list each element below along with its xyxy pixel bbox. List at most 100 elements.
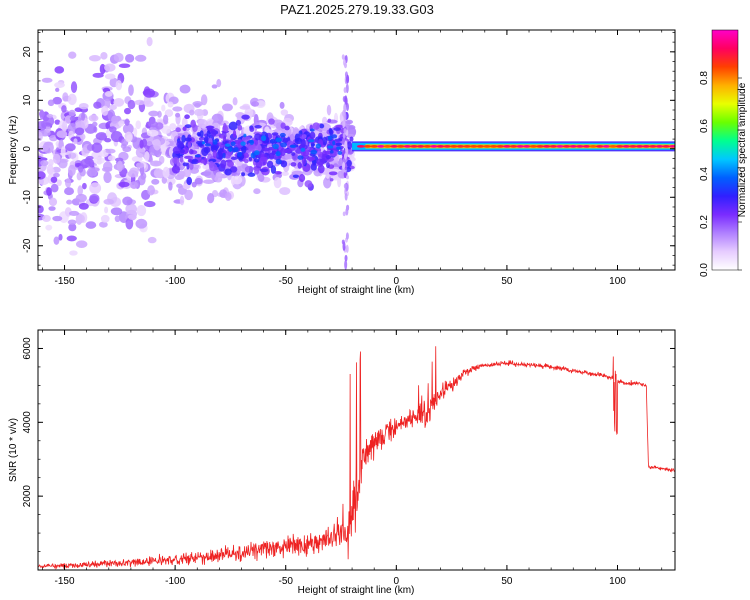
spectrogram-cell <box>99 221 108 228</box>
spectrogram-cell <box>75 193 87 203</box>
y-tick-label: 0 <box>22 146 33 152</box>
carrier-core <box>516 144 525 148</box>
spectrogram-cell <box>153 168 164 178</box>
spectrogram-cell <box>230 141 236 147</box>
spectrogram-cell <box>298 144 308 150</box>
spectrogram-cell <box>85 221 97 229</box>
spectrogram-cell <box>290 162 297 167</box>
carrier-core <box>496 144 505 148</box>
spectrogram-cell <box>259 156 268 162</box>
spectrogram-cell <box>210 141 220 150</box>
spectrogram-cell <box>344 259 348 270</box>
spectrogram-cell <box>346 74 350 84</box>
carrier-core <box>390 144 399 148</box>
carrier-core <box>403 144 412 148</box>
spectrogram-cell <box>294 137 303 145</box>
spectrogram-cell <box>89 182 102 194</box>
spectrogram-cell <box>78 102 89 110</box>
spectrogram-cell <box>212 139 218 145</box>
spectrogram-cell <box>345 232 349 240</box>
spectrogram-cell <box>250 152 256 159</box>
spectrogram-cell <box>147 236 157 244</box>
colorbar-tick-label: 0.4 <box>699 167 710 181</box>
y-tick-label: -10 <box>22 190 33 205</box>
spectrogram-cell <box>337 150 343 155</box>
carrier-core <box>582 144 591 148</box>
spectrogram-cell <box>309 131 316 140</box>
spectrogram-cell <box>93 101 102 109</box>
spectrogram-cell <box>310 143 316 147</box>
spectrogram-cell <box>169 123 177 131</box>
spectrogram-cell <box>67 93 77 106</box>
spectrogram-cell <box>341 54 345 60</box>
spectrogram-cell <box>172 157 180 164</box>
spectrogram-cell <box>342 137 346 144</box>
spectrogram-cell <box>53 236 60 245</box>
spectrogram-cell <box>187 142 192 149</box>
spectrogram-cell <box>105 148 116 154</box>
spectrogram-cell <box>42 214 51 223</box>
spectrogram-cell <box>147 185 155 196</box>
spectrogram-cell <box>310 163 317 171</box>
spectrogram-cell <box>78 165 84 173</box>
spectrogram-cell <box>327 118 332 123</box>
spectrogram-cell <box>224 168 232 176</box>
spectrogram-cell <box>342 161 346 170</box>
spectrogram-cell <box>118 120 125 127</box>
spectrogram-cell <box>343 183 347 189</box>
carrier-core <box>662 144 671 148</box>
x-tick-label: -100 <box>165 276 185 287</box>
spectrogram-cell <box>167 101 174 108</box>
spectrogram-cell <box>306 156 316 161</box>
spectrogram-cell <box>331 134 338 139</box>
spectrogram-cell <box>317 164 325 174</box>
carrier-core <box>436 144 445 148</box>
spectrogram-cell <box>189 162 194 170</box>
spectrogram-cell <box>249 126 255 132</box>
spectrogram-cell <box>254 150 260 156</box>
spectrogram-cell <box>52 153 61 164</box>
carrier-core <box>410 144 419 148</box>
spectrogram-cell <box>273 176 282 189</box>
spectrogram-cell <box>124 54 135 63</box>
spectrogram-cell <box>58 158 68 169</box>
spectrogram-cell <box>191 181 197 188</box>
spectrogram-cell <box>244 165 254 173</box>
spectrogram-cell <box>52 215 63 222</box>
spectrogram-cell <box>194 108 205 116</box>
spectrogram-cell <box>151 178 160 185</box>
colorbar: 0.0 0.2 0.4 0.6 0.8 Normalized spectral ampl… <box>699 29 748 277</box>
spectrogram-cell <box>205 125 215 129</box>
spectrogram-cell <box>215 171 223 177</box>
y-tick-label: -20 <box>22 238 33 253</box>
spectrogram-cell <box>201 141 206 145</box>
spectrogram-cell <box>95 132 108 141</box>
spectrogram-cell <box>42 141 54 154</box>
snr-y-label: SNR (10 * v/v) <box>8 418 19 482</box>
carrier-core <box>602 144 611 148</box>
spectrogram-cell <box>275 151 281 157</box>
spectrogram-cell <box>328 127 332 134</box>
spectrogram-cell <box>297 155 304 160</box>
y-tick-label: 20 <box>22 46 33 58</box>
spectrogram-cell <box>261 135 267 142</box>
spectrogram-cell <box>65 143 76 152</box>
spectrogram-cell <box>223 135 227 143</box>
spectrogram-cell <box>48 158 54 167</box>
spectrogram-cell <box>176 140 184 148</box>
carrier-core <box>609 144 618 148</box>
spectrogram-cell <box>199 130 204 138</box>
spectrogram-cell <box>122 146 132 153</box>
spectrogram-cell <box>182 162 188 167</box>
spectrogram-x-label: Height of straight line (km) <box>298 285 415 296</box>
spectrogram-cell <box>333 138 343 142</box>
spectrogram-cell <box>280 122 286 129</box>
spectrogram-cell <box>124 131 133 143</box>
spectrogram-cell <box>135 162 145 169</box>
spectrogram-cell <box>41 77 53 83</box>
spectrogram-cell <box>312 122 320 130</box>
spectrogram-cell <box>335 142 343 147</box>
spectrogram-cell <box>251 101 260 107</box>
x-tick-label: 0 <box>394 276 400 287</box>
spectrogram-cell <box>69 116 76 121</box>
